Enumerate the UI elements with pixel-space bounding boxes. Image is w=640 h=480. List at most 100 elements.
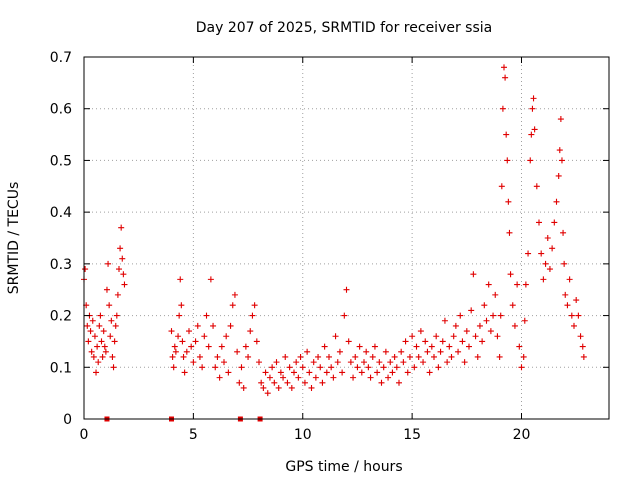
data-point — [90, 353, 97, 360]
data-point — [196, 353, 203, 360]
data-point — [402, 338, 409, 345]
data-point — [470, 271, 477, 278]
data-point — [446, 343, 453, 350]
data-point — [242, 343, 249, 350]
data-point — [106, 302, 113, 309]
data-point — [459, 338, 466, 345]
data-point — [525, 250, 532, 257]
data-points — [81, 64, 587, 397]
data-point — [378, 379, 385, 386]
data-point — [190, 359, 197, 366]
data-point — [542, 260, 549, 267]
y-tick-label: 0.2 — [50, 309, 72, 325]
data-point — [99, 353, 106, 360]
data-point — [347, 359, 354, 366]
data-point — [180, 353, 187, 360]
data-point — [490, 312, 497, 319]
data-point — [275, 384, 282, 391]
data-point — [216, 374, 223, 381]
data-point — [203, 312, 210, 319]
data-point — [119, 255, 126, 262]
data-point — [112, 322, 119, 329]
data-point — [417, 328, 424, 335]
data-point — [192, 338, 199, 345]
data-point — [472, 333, 479, 340]
y-tick-label: 0.1 — [50, 360, 72, 376]
data-point — [121, 281, 128, 288]
x-tick-label: 10 — [294, 427, 312, 443]
data-point — [282, 353, 289, 360]
data-point — [479, 338, 486, 345]
data-point — [101, 343, 108, 350]
data-point — [450, 333, 457, 340]
data-point — [546, 266, 553, 273]
data-point — [286, 364, 293, 371]
data-point — [481, 302, 488, 309]
data-point — [428, 343, 435, 350]
data-point — [531, 126, 538, 133]
y-tick-label: 0.3 — [50, 257, 72, 273]
data-point — [253, 338, 260, 345]
data-point — [404, 369, 411, 376]
data-point — [97, 312, 104, 319]
data-point — [170, 364, 177, 371]
data-point — [494, 333, 501, 340]
data-point — [544, 235, 551, 241]
data-point — [555, 172, 562, 179]
data-point — [518, 364, 525, 371]
data-point — [352, 353, 359, 360]
data-point — [521, 317, 528, 324]
data-point — [212, 364, 219, 371]
data-point — [528, 131, 535, 138]
data-point — [205, 343, 212, 350]
data-point — [406, 353, 413, 360]
data-point — [251, 302, 258, 309]
data-point — [533, 183, 540, 190]
data-point — [503, 131, 510, 138]
data-point — [247, 328, 254, 335]
data-point — [100, 328, 107, 335]
data-point — [396, 379, 402, 386]
data-point — [413, 343, 420, 350]
data-point — [105, 260, 112, 267]
data-point — [341, 312, 348, 319]
data-point — [369, 353, 376, 360]
data-point — [561, 260, 568, 267]
data-point — [304, 348, 311, 355]
data-point — [95, 359, 102, 366]
data-point — [102, 348, 109, 355]
data-point — [350, 374, 357, 381]
data-point — [319, 379, 326, 386]
data-point — [549, 245, 556, 252]
data-point — [308, 384, 315, 391]
data-point — [218, 343, 225, 350]
data-point — [299, 364, 306, 371]
data-point — [398, 348, 405, 355]
data-point — [326, 353, 332, 360]
data-point — [207, 276, 214, 283]
data-point — [113, 312, 120, 319]
data-point — [258, 379, 265, 386]
data-point — [448, 353, 455, 360]
data-point — [96, 322, 103, 329]
data-point — [315, 353, 322, 360]
y-tick-label: 0.5 — [50, 153, 72, 169]
data-point — [231, 291, 238, 298]
y-tick-label: 0.4 — [50, 205, 72, 221]
data-point — [93, 369, 100, 376]
data-point — [277, 369, 284, 376]
data-point — [108, 317, 115, 324]
data-point — [181, 369, 188, 376]
data-point — [221, 359, 227, 366]
data-point — [463, 328, 470, 335]
data-point — [269, 364, 276, 371]
data-point — [551, 219, 558, 226]
data-point — [476, 322, 483, 329]
data-point — [336, 348, 343, 355]
data-point — [580, 353, 587, 360]
data-point — [169, 353, 176, 360]
data-point — [529, 105, 536, 112]
chart-title: Day 207 of 2025, SRMTID for receiver ssi… — [196, 20, 492, 36]
data-point — [178, 302, 185, 309]
x-tick-label: 15 — [403, 427, 421, 443]
